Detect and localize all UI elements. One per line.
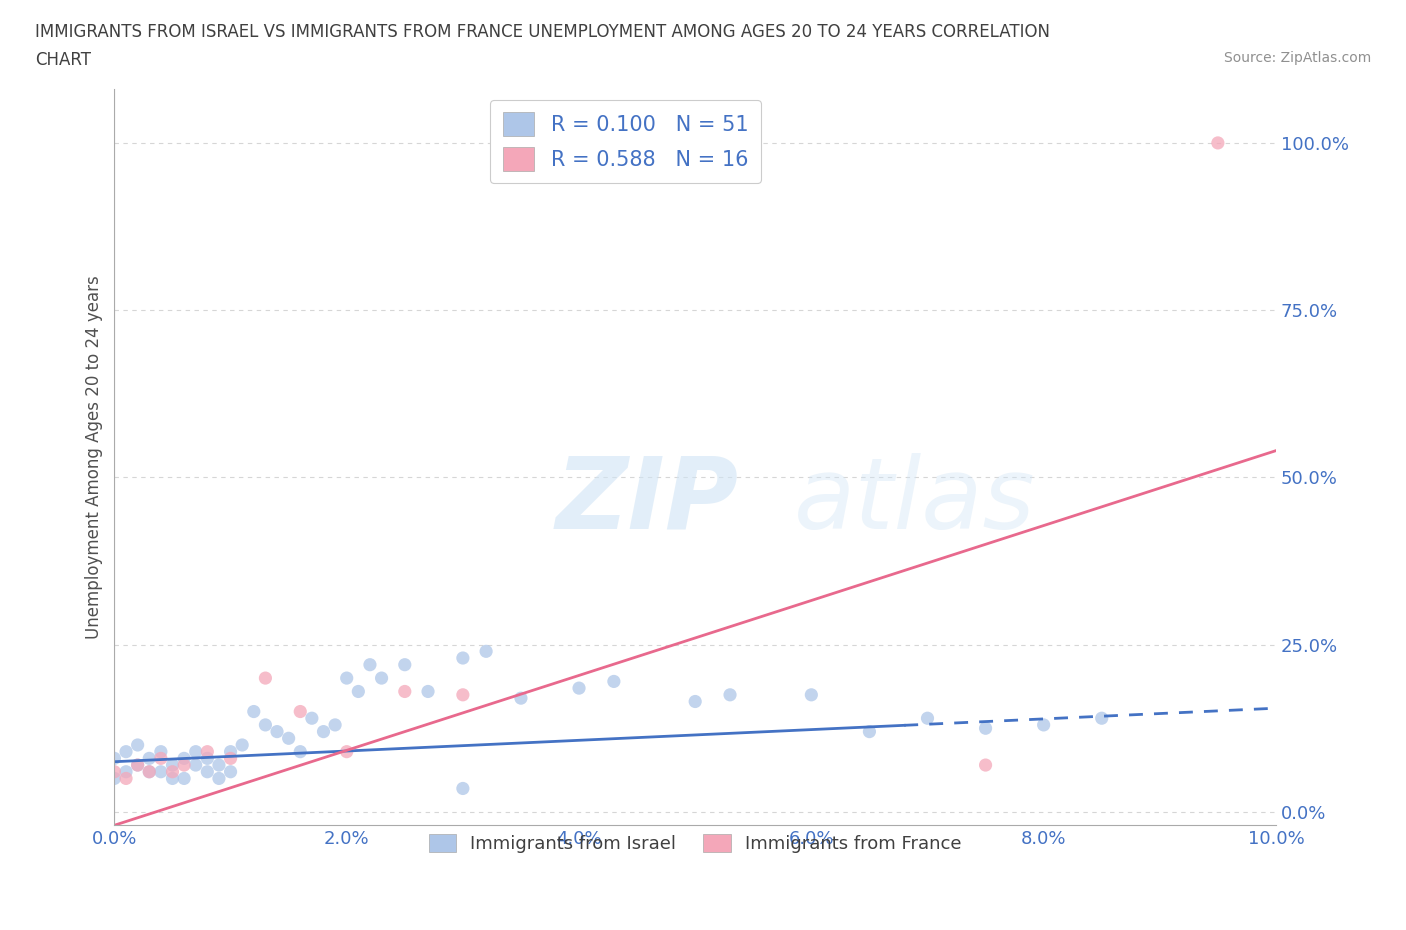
Point	[149, 764, 172, 779]
Point	[127, 758, 149, 773]
Point	[173, 771, 195, 786]
Point	[138, 751, 160, 765]
Point	[149, 751, 172, 765]
Point	[115, 771, 138, 786]
Point	[683, 694, 706, 709]
Point	[103, 764, 125, 779]
Point	[301, 711, 323, 725]
Text: atlas: atlas	[794, 453, 1036, 550]
Point	[290, 744, 312, 759]
Point	[138, 764, 160, 779]
Text: CHART: CHART	[35, 51, 91, 69]
Legend: Immigrants from Israel, Immigrants from France: Immigrants from Israel, Immigrants from …	[422, 827, 969, 860]
Point	[858, 724, 880, 739]
Point	[115, 744, 138, 759]
Y-axis label: Unemployment Among Ages 20 to 24 years: Unemployment Among Ages 20 to 24 years	[86, 275, 103, 639]
Point	[103, 771, 125, 786]
Point	[208, 771, 231, 786]
Point	[336, 671, 359, 685]
Point	[138, 764, 160, 779]
Point	[347, 684, 370, 699]
Point	[254, 671, 277, 685]
Point	[312, 724, 335, 739]
Point	[451, 687, 474, 702]
Point	[231, 737, 253, 752]
Point	[219, 751, 242, 765]
Point	[195, 744, 218, 759]
Point	[254, 717, 277, 732]
Point	[103, 751, 125, 765]
Point	[243, 704, 266, 719]
Point	[370, 671, 392, 685]
Point	[1091, 711, 1114, 725]
Point	[162, 764, 184, 779]
Point	[195, 764, 218, 779]
Point	[173, 758, 195, 773]
Point	[974, 758, 997, 773]
Point	[718, 687, 741, 702]
Point	[184, 758, 207, 773]
Point	[475, 644, 498, 658]
Point	[290, 704, 312, 719]
Point	[184, 744, 207, 759]
Point	[127, 758, 149, 773]
Point	[195, 751, 218, 765]
Point	[974, 721, 997, 736]
Text: ZIP: ZIP	[555, 453, 738, 550]
Point	[266, 724, 288, 739]
Point	[359, 658, 381, 672]
Point	[149, 744, 172, 759]
Point	[510, 691, 533, 706]
Point	[1032, 717, 1054, 732]
Point	[1206, 136, 1229, 151]
Point	[162, 771, 184, 786]
Point	[917, 711, 939, 725]
Point	[336, 744, 359, 759]
Point	[162, 758, 184, 773]
Point	[451, 651, 474, 666]
Point	[394, 658, 416, 672]
Text: Source: ZipAtlas.com: Source: ZipAtlas.com	[1223, 51, 1371, 65]
Point	[219, 744, 242, 759]
Point	[416, 684, 439, 699]
Point	[208, 758, 231, 773]
Point	[127, 737, 149, 752]
Point	[277, 731, 299, 746]
Text: IMMIGRANTS FROM ISRAEL VS IMMIGRANTS FROM FRANCE UNEMPLOYMENT AMONG AGES 20 TO 2: IMMIGRANTS FROM ISRAEL VS IMMIGRANTS FRO…	[35, 23, 1050, 41]
Point	[173, 751, 195, 765]
Point	[800, 687, 823, 702]
Point	[603, 674, 626, 689]
Point	[451, 781, 474, 796]
Point	[394, 684, 416, 699]
Point	[115, 764, 138, 779]
Point	[219, 764, 242, 779]
Point	[568, 681, 591, 696]
Point	[323, 717, 346, 732]
